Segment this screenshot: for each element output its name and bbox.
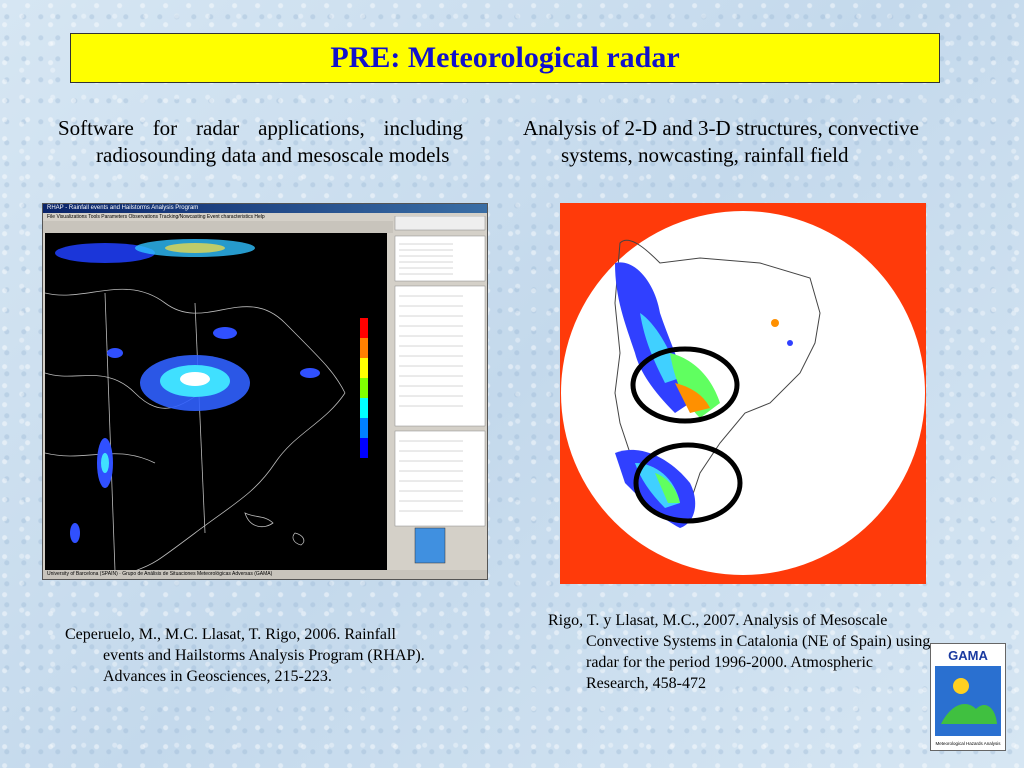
window-toolbar (43, 221, 487, 233)
reference-rigo: Rigo, T. y Llasat, M.C., 2007. Analysis … (548, 610, 938, 694)
reference-ceperuelo: Ceperuelo, M., M.C. Llasat, T. Rigo, 200… (65, 624, 435, 687)
bullet-software-text: Software for radar applications, includi… (58, 116, 463, 167)
radar-composite-graphic (560, 203, 926, 584)
bullet-analysis: Analysis of 2-D and 3-D structures, conv… (523, 115, 923, 169)
slide-title-box: PRE: Meteorological radar (70, 33, 940, 83)
bullet-analysis-text: Analysis of 2-D and 3-D structures, conv… (523, 116, 919, 167)
reference-rigo-text: Rigo, T. y Llasat, M.C., 2007. Analysis … (548, 612, 931, 692)
parameters-panel-graphic (394, 215, 486, 564)
gama-logo: GAMA Meteorological Hazards Analysis (930, 643, 1006, 751)
slide-title: PRE: Meteorological radar (330, 41, 680, 74)
reference-ceperuelo-text: Ceperuelo, M., M.C. Llasat, T. Rigo, 200… (65, 626, 425, 685)
gama-logo-graphic: GAMA Meteorological Hazards Analysis (935, 648, 1001, 746)
window-titlebar: RHAP - Rainfall events and Hailstorms An… (43, 204, 487, 213)
parameters-panel (393, 215, 487, 571)
rhap-software-screenshot: RHAP - Rainfall events and Hailstorms An… (42, 203, 488, 580)
logo-text: GAMA (948, 648, 988, 663)
logo-caption: Meteorological Hazards Analysis (935, 741, 1001, 746)
window-statusbar: University of Barcelona (SPAIN) · Grupo … (43, 570, 487, 579)
radar-map-graphic (44, 233, 387, 572)
bullet-software: Software for radar applications, includi… (58, 115, 463, 169)
window-menubar: File Visualizations Tools Parameters Obs… (47, 214, 265, 220)
radar-map-view (44, 233, 387, 572)
radar-composite-figure (560, 203, 926, 584)
